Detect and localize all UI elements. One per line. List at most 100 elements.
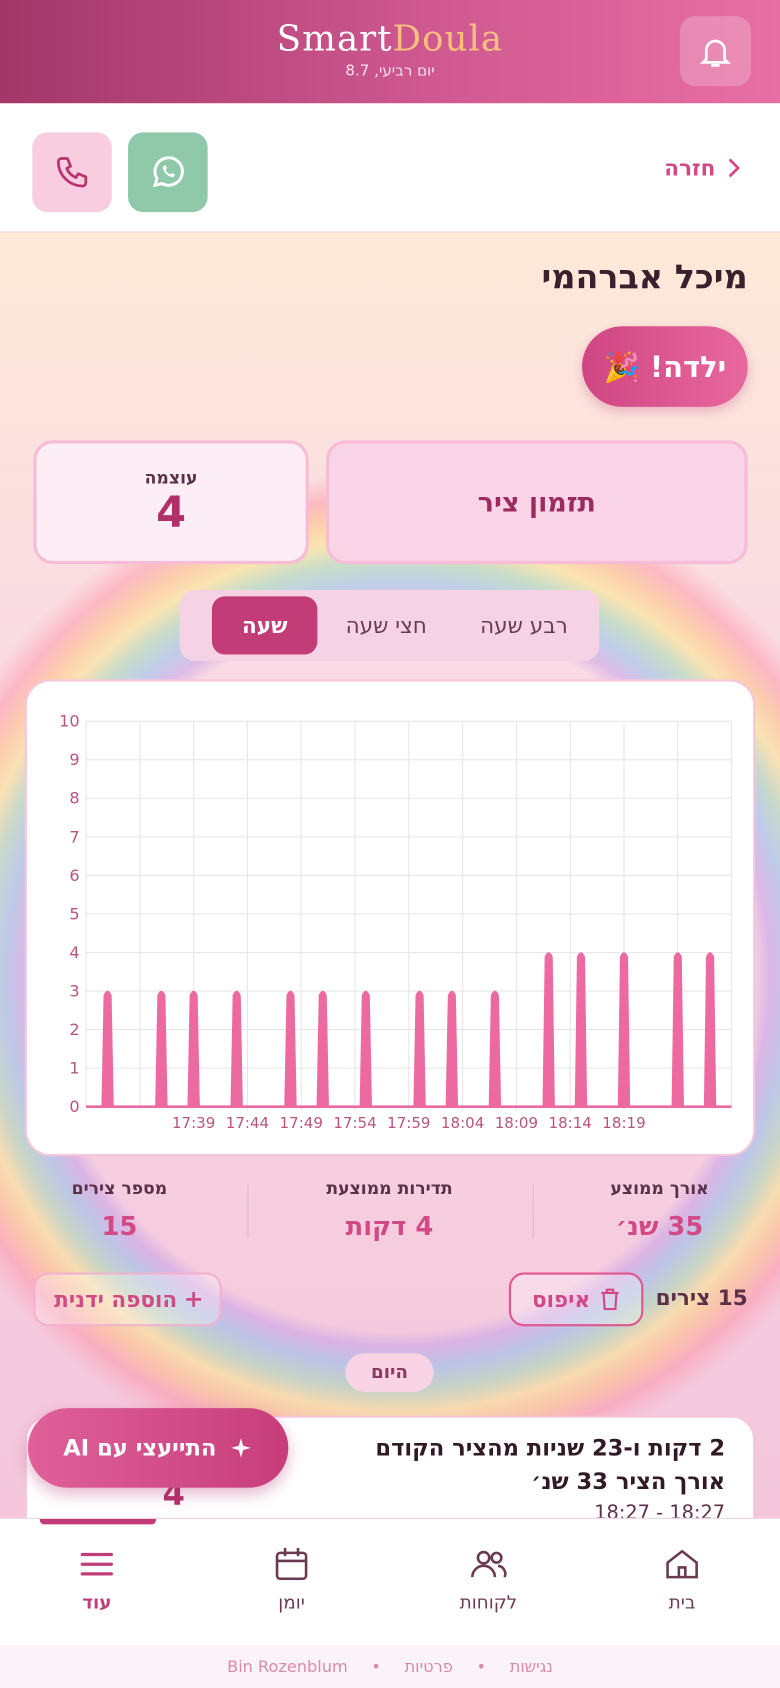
- birth-badge: ילדה! 🎉: [582, 326, 748, 407]
- contraction-spike: [488, 990, 502, 1108]
- y-tick-label: 10: [59, 712, 80, 731]
- contraction-spike: [187, 990, 200, 1108]
- phone-button[interactable]: [32, 132, 112, 213]
- contraction-spike: [155, 990, 168, 1108]
- notifications-button[interactable]: [679, 16, 751, 87]
- x-tick-label: 17:59: [387, 1114, 430, 1132]
- range-tabs: רבע שעה חצי שעה שעה: [179, 589, 600, 661]
- x-tick-label: 18:04: [441, 1114, 484, 1132]
- trash-icon: [600, 1288, 619, 1311]
- y-tick-label: 1: [69, 1059, 79, 1078]
- contraction-spike: [101, 990, 114, 1108]
- contraction-spike: [284, 990, 297, 1108]
- x-tick-label: 17:54: [333, 1114, 376, 1132]
- clients-icon: [471, 1550, 507, 1578]
- chart-card: 0 1 2 3 4 5 6 7 8 9 10 17:39 17:44 17:49 17:54 17:59 18:…: [24, 679, 756, 1157]
- calendar-icon: [275, 1548, 308, 1581]
- stat: מספר צירים 15: [12, 1178, 227, 1242]
- stat-label: מספר צירים: [71, 1177, 168, 1199]
- x-tick-label: 18:14: [549, 1114, 592, 1132]
- date: יום רביעי, 8.7: [345, 62, 435, 80]
- footer-link[interactable]: נגישות: [509, 1656, 553, 1677]
- sparkle-icon: [231, 1438, 251, 1458]
- x-tick-label: 18:19: [602, 1114, 645, 1132]
- contraction-spike: [445, 990, 459, 1108]
- entry-interval: 2 דקות ו-23 שניות מהציר הקודם: [375, 1435, 726, 1461]
- reset-button[interactable]: איפוס: [508, 1272, 644, 1327]
- client-name: מיכל אברהמי: [541, 258, 748, 298]
- contraction-spike: [413, 990, 426, 1108]
- manual-add-label: הוספה ידנית: [54, 1286, 178, 1313]
- nav-label: יומן: [278, 1592, 305, 1614]
- whatsapp-icon: [152, 156, 184, 188]
- timer-button[interactable]: תזמון ציר: [325, 440, 748, 565]
- separator: •: [476, 1656, 487, 1677]
- reset-label: איפוס: [531, 1286, 591, 1313]
- x-tick-label: 18:09: [495, 1114, 538, 1132]
- brand: SmartDoula: [0, 17, 780, 59]
- nav-label: לקוחות: [459, 1592, 518, 1614]
- nav-item[interactable]: לקוחות: [429, 1545, 547, 1614]
- plus-icon: [185, 1291, 201, 1307]
- x-tick-label: 17:39: [172, 1114, 215, 1132]
- phone-icon: [56, 157, 88, 188]
- contraction-spike: [542, 952, 555, 1108]
- contraction-spike: [671, 952, 684, 1108]
- nav-label: עוד: [82, 1592, 112, 1614]
- strength-label: עוצמה: [144, 467, 198, 488]
- nav-item-active[interactable]: עוד: [38, 1545, 156, 1614]
- y-tick-label: 9: [69, 750, 79, 769]
- tab[interactable]: רבע שעה: [480, 612, 568, 639]
- nav-item[interactable]: בית: [623, 1545, 741, 1614]
- chevron-icon: [729, 159, 741, 177]
- contraction-spike: [703, 952, 717, 1108]
- brand-doula: Doula: [392, 17, 504, 60]
- whatsapp-button[interactable]: [128, 132, 208, 213]
- top-bar: חזרה: [0, 103, 780, 233]
- contraction-spike: [617, 952, 631, 1108]
- contraction-spike: [230, 990, 243, 1108]
- contraction-spike: [316, 990, 329, 1108]
- bell-icon: [699, 39, 731, 67]
- ai-label: התייעצי עם AI: [63, 1435, 217, 1461]
- divider: [247, 1184, 249, 1239]
- tab-active[interactable]: שעה: [211, 596, 318, 655]
- contraction-spike: [359, 990, 372, 1108]
- stat-value: 4 דקות: [345, 1211, 434, 1242]
- stat-label: אורך ממוצע: [610, 1177, 709, 1199]
- header: SmartDoula יום רביעי, 8.7: [0, 0, 780, 104]
- count-label: 15 צירים: [655, 1284, 748, 1311]
- contraction-spike: [574, 952, 588, 1108]
- nav-label: בית: [668, 1592, 696, 1614]
- active-indicator: [39, 1518, 156, 1525]
- y-tick-label: 7: [69, 827, 79, 846]
- stat-value: 15: [101, 1211, 138, 1242]
- strength-value: 4: [156, 487, 187, 538]
- y-tick-label: 4: [69, 943, 79, 962]
- manual-add-button[interactable]: הוספה ידנית: [33, 1272, 222, 1327]
- back-button[interactable]: חזרה: [664, 155, 741, 181]
- brand-smart: Smart: [276, 17, 393, 60]
- strength-box: עוצמה 4: [33, 440, 309, 565]
- x-tick-label: 17:49: [280, 1114, 323, 1132]
- tab[interactable]: חצי שעה: [345, 612, 427, 639]
- entry-time: 18:27 - 18:27: [594, 1501, 726, 1518]
- ai-button[interactable]: התייעצי עם AI: [27, 1408, 289, 1488]
- content: מיכל אברהמי ילדה! 🎉 עוצמה 4 תזמון ציר רב…: [0, 232, 780, 1518]
- y-tick-label: 6: [69, 866, 79, 885]
- y-tick-label: 3: [69, 981, 79, 1000]
- x-tick-label: 17:44: [226, 1114, 269, 1132]
- day-label: היום: [345, 1353, 434, 1392]
- nav-item[interactable]: יומן: [232, 1545, 350, 1614]
- separator: •: [371, 1656, 381, 1677]
- y-tick-label: 0: [69, 1097, 79, 1116]
- home-icon: [666, 1549, 698, 1579]
- stat-label: תדירות ממוצעת: [326, 1177, 453, 1199]
- back-label: חזרה: [664, 155, 716, 181]
- divider: [532, 1184, 534, 1239]
- y-tick-label: 8: [69, 789, 79, 808]
- footer-link[interactable]: פרטיות: [404, 1656, 453, 1677]
